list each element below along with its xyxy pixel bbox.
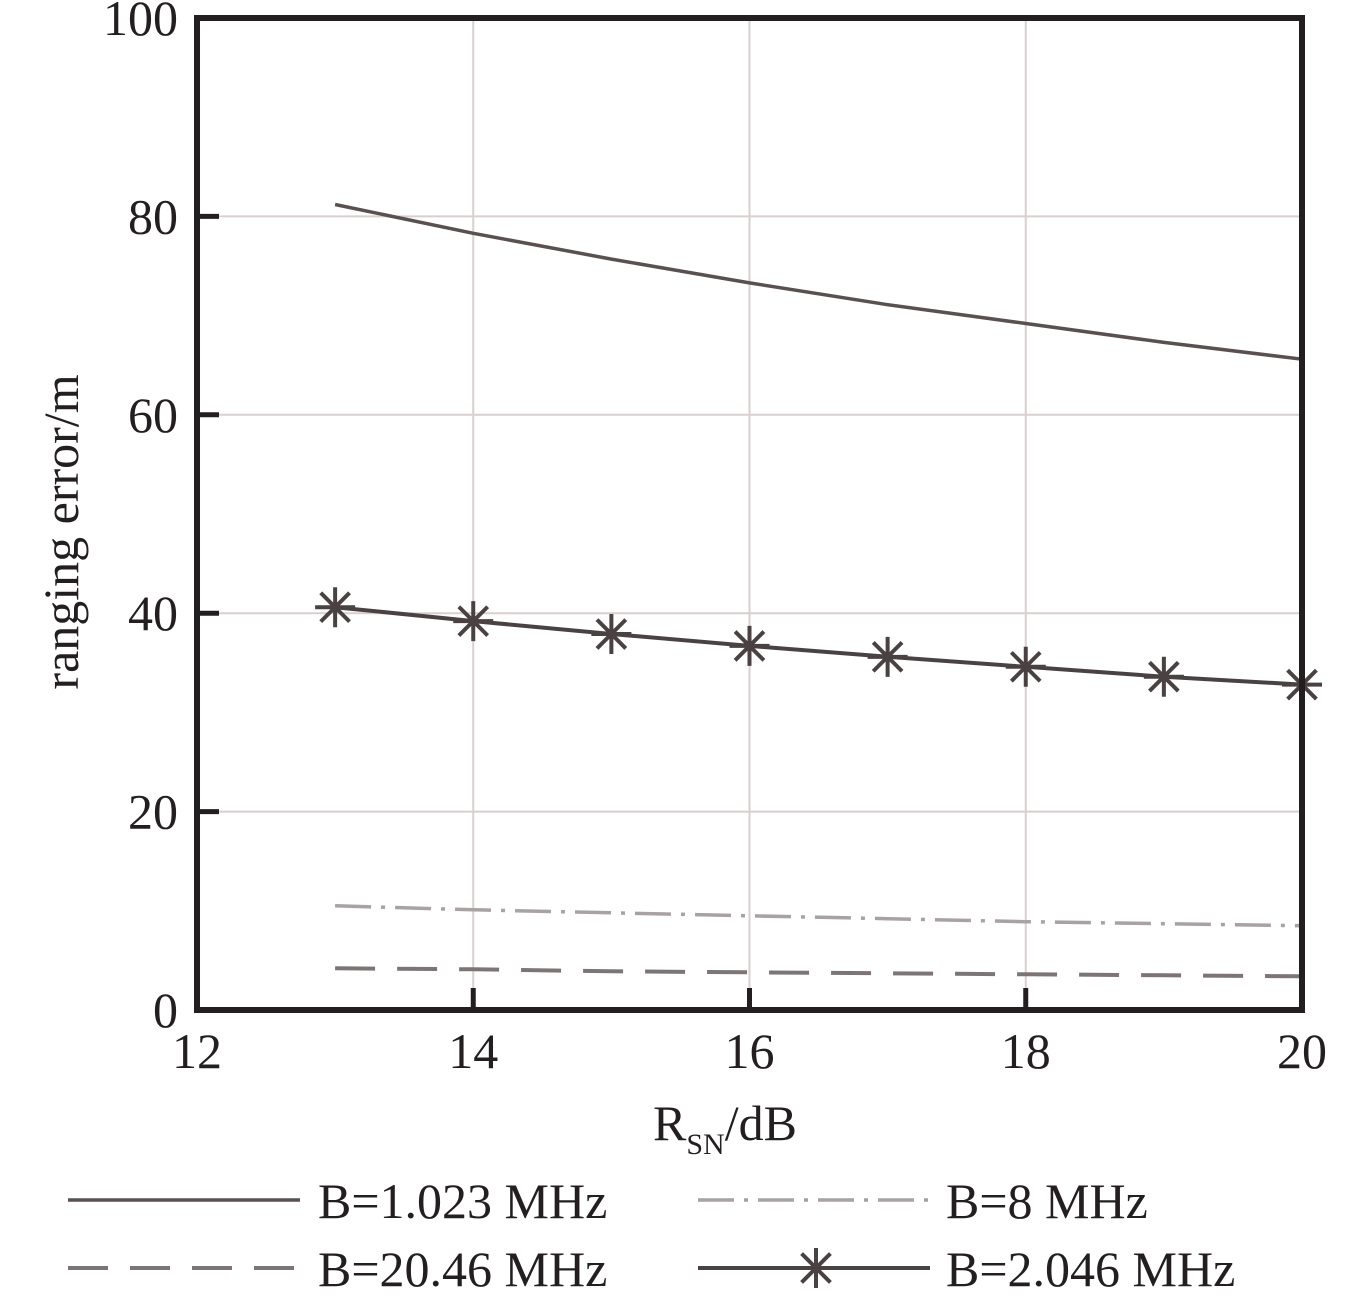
legend-item: B=8 MHz [698, 1173, 1148, 1229]
y-tick-label: 80 [128, 188, 178, 244]
legend-label: B=1.023 MHz [318, 1173, 607, 1229]
legend-label: B=8 MHz [946, 1173, 1148, 1229]
y-tick-label: 0 [153, 982, 178, 1038]
axis-ticks [194, 15, 1305, 1013]
x-tick-label: 14 [448, 1023, 498, 1079]
series-line [335, 904, 1303, 928]
star-marker [867, 636, 908, 677]
x-axis-label-unit: /dB [725, 1095, 797, 1151]
x-axis-label: RSN/dB [653, 1095, 797, 1161]
y-tick-label: 100 [103, 0, 178, 46]
y-tick-label: 40 [128, 585, 178, 641]
x-tick-label: 18 [1001, 1023, 1051, 1079]
series-line [334, 202, 1303, 361]
series-2 [335, 904, 1303, 928]
star-marker [315, 587, 356, 628]
series-line [335, 966, 1303, 979]
x-axis-label-main: R [653, 1095, 687, 1151]
legend: B=1.023 MHz B=8 MHz B=20.46 MHz B=2.046 MHz [68, 1173, 1235, 1297]
star-marker [729, 625, 770, 666]
star-marker [591, 614, 632, 655]
x-tick-label: 12 [172, 1023, 222, 1079]
star-marker [1143, 656, 1184, 697]
legend-star-marker [796, 1248, 836, 1288]
grid-lines [196, 17, 1303, 1011]
series-1 [334, 202, 1303, 361]
legend-label: B=2.046 MHz [946, 1241, 1235, 1297]
series-3 [335, 966, 1303, 979]
x-tick-label: 20 [1277, 1023, 1327, 1079]
legend-item: B=20.46 MHz [68, 1241, 607, 1297]
legend-label: B=20.46 MHz [318, 1241, 607, 1297]
series-layer [315, 202, 1322, 979]
y-tick-label: 60 [128, 387, 178, 443]
y-axis-label: ranging error/m [33, 374, 89, 689]
x-axis-label-subscript: SN [686, 1128, 724, 1161]
series-line [334, 605, 1303, 687]
star-marker [1005, 646, 1046, 687]
y-tick-label: 20 [128, 784, 178, 840]
tick-labels: 12 14 16 18 20 0 20 40 60 80 100 [103, 0, 1327, 1079]
legend-item: B=2.046 MHz [698, 1241, 1235, 1297]
series-4 [315, 587, 1322, 705]
x-tick-label: 16 [725, 1023, 775, 1079]
legend-item: B=1.023 MHz [68, 1173, 607, 1229]
star-marker [453, 601, 494, 642]
